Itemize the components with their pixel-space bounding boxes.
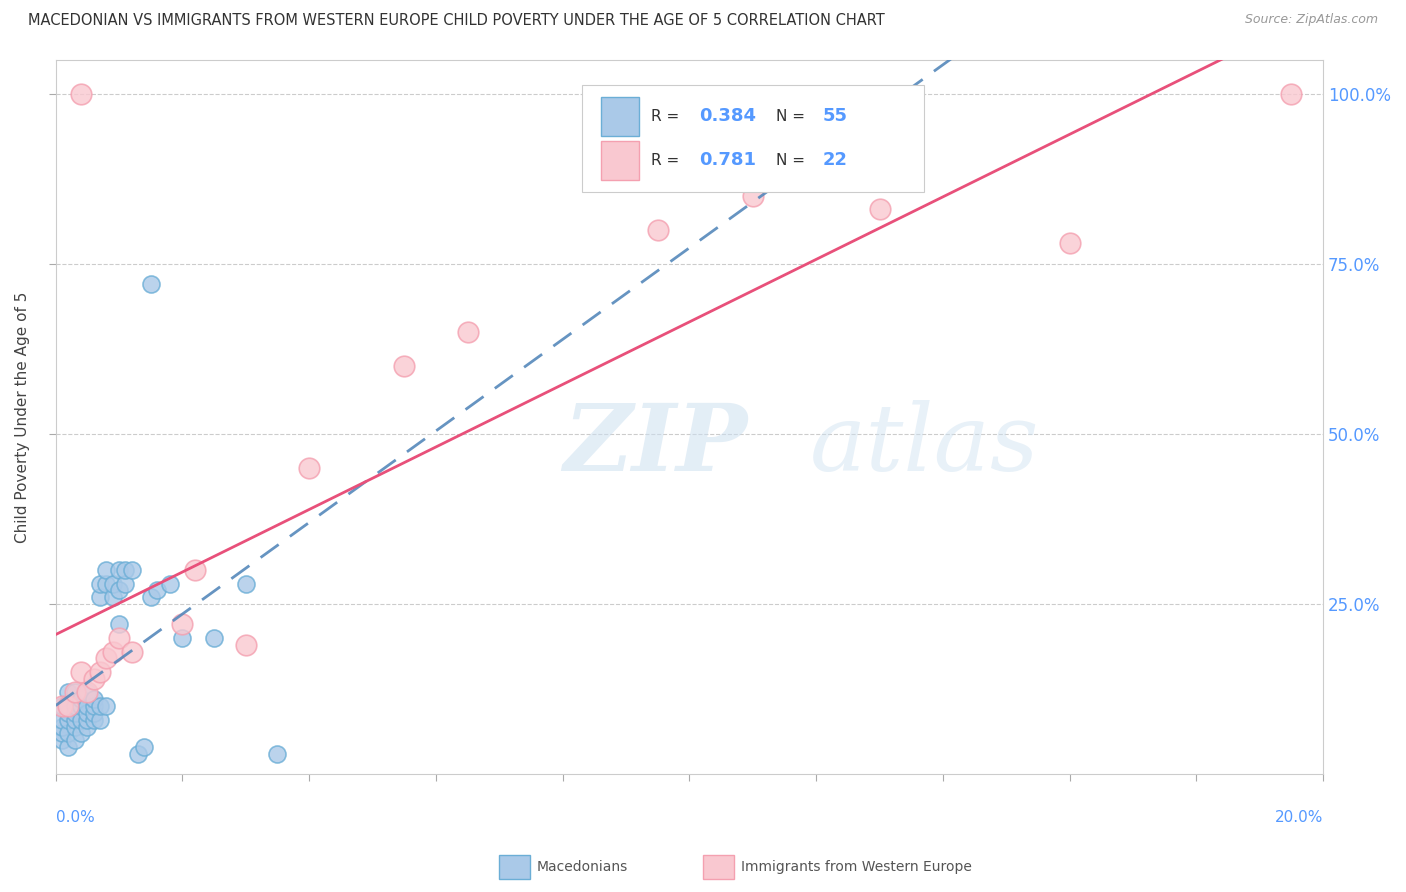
Point [51, 733, 73, 747]
Point [457, 325, 479, 339]
Point [108, 583, 131, 598]
Point [51, 713, 73, 727]
Point [63, 685, 86, 699]
Point [101, 645, 124, 659]
Point [63, 733, 86, 747]
Point [114, 576, 136, 591]
Point [83, 713, 105, 727]
Point [76, 719, 98, 733]
Point [121, 645, 143, 659]
Point [139, 591, 162, 605]
Point [134, 739, 156, 754]
Point [202, 631, 225, 645]
Point [1281, 87, 1303, 101]
Point [89, 665, 111, 679]
Point [159, 576, 181, 591]
Point [51, 699, 73, 714]
Point [63, 713, 86, 727]
FancyBboxPatch shape [582, 85, 924, 192]
Point [89, 591, 111, 605]
Point [89, 713, 111, 727]
Point [1059, 236, 1081, 251]
Text: 0.0%: 0.0% [56, 810, 94, 825]
Point [83, 706, 105, 720]
Point [647, 223, 669, 237]
Text: 0.384: 0.384 [700, 107, 756, 125]
Point [70, 692, 93, 706]
Point [96, 699, 118, 714]
Text: 55: 55 [823, 107, 848, 125]
Point [96, 563, 118, 577]
Y-axis label: Child Poverty Under the Age of 5: Child Poverty Under the Age of 5 [15, 291, 30, 542]
Point [172, 617, 194, 632]
Point [146, 583, 169, 598]
Point [114, 563, 136, 577]
Text: ZIP: ZIP [562, 401, 747, 491]
Text: R =: R = [651, 109, 685, 124]
Point [58, 739, 80, 754]
Text: N =: N = [776, 109, 810, 124]
Text: 20.0%: 20.0% [1275, 810, 1323, 825]
Point [139, 277, 162, 292]
Point [869, 202, 891, 217]
Point [70, 713, 93, 727]
Point [89, 576, 111, 591]
Point [63, 719, 86, 733]
Point [127, 747, 149, 761]
Bar [600, 96, 638, 136]
Point [51, 726, 73, 740]
Point [76, 706, 98, 720]
Point [108, 563, 131, 577]
Point [108, 631, 131, 645]
Point [121, 563, 143, 577]
Point [96, 651, 118, 665]
Point [58, 713, 80, 727]
Point [298, 461, 321, 475]
Point [76, 699, 98, 714]
Point [83, 699, 105, 714]
Point [51, 719, 73, 733]
Point [63, 706, 86, 720]
Point [172, 631, 194, 645]
Point [266, 747, 288, 761]
Point [235, 638, 257, 652]
Point [108, 617, 131, 632]
Point [741, 188, 763, 202]
Text: atlas: atlas [810, 401, 1039, 491]
Point [70, 665, 93, 679]
Point [70, 87, 93, 101]
Text: R =: R = [651, 153, 685, 168]
Text: Immigrants from Western Europe: Immigrants from Western Europe [741, 860, 972, 874]
Point [70, 726, 93, 740]
Point [96, 576, 118, 591]
Text: MACEDONIAN VS IMMIGRANTS FROM WESTERN EUROPE CHILD POVERTY UNDER THE AGE OF 5 CO: MACEDONIAN VS IMMIGRANTS FROM WESTERN EU… [28, 13, 884, 29]
Point [83, 672, 105, 686]
Text: 0.781: 0.781 [700, 152, 756, 169]
Point [58, 685, 80, 699]
Bar [600, 141, 638, 180]
Point [101, 591, 124, 605]
Point [101, 576, 124, 591]
Point [76, 713, 98, 727]
Point [76, 685, 98, 699]
Text: N =: N = [776, 153, 810, 168]
Point [63, 685, 86, 699]
Point [58, 699, 80, 714]
Point [58, 726, 80, 740]
Point [58, 706, 80, 720]
Point [58, 699, 80, 714]
Point [70, 699, 93, 714]
Point [83, 692, 105, 706]
Point [76, 685, 98, 699]
Point [235, 576, 257, 591]
Point [51, 699, 73, 714]
Point [63, 699, 86, 714]
Text: 22: 22 [823, 152, 848, 169]
Point [184, 563, 207, 577]
Text: Macedonians: Macedonians [537, 860, 628, 874]
Point [89, 699, 111, 714]
Text: Source: ZipAtlas.com: Source: ZipAtlas.com [1244, 13, 1378, 27]
Point [394, 359, 416, 373]
